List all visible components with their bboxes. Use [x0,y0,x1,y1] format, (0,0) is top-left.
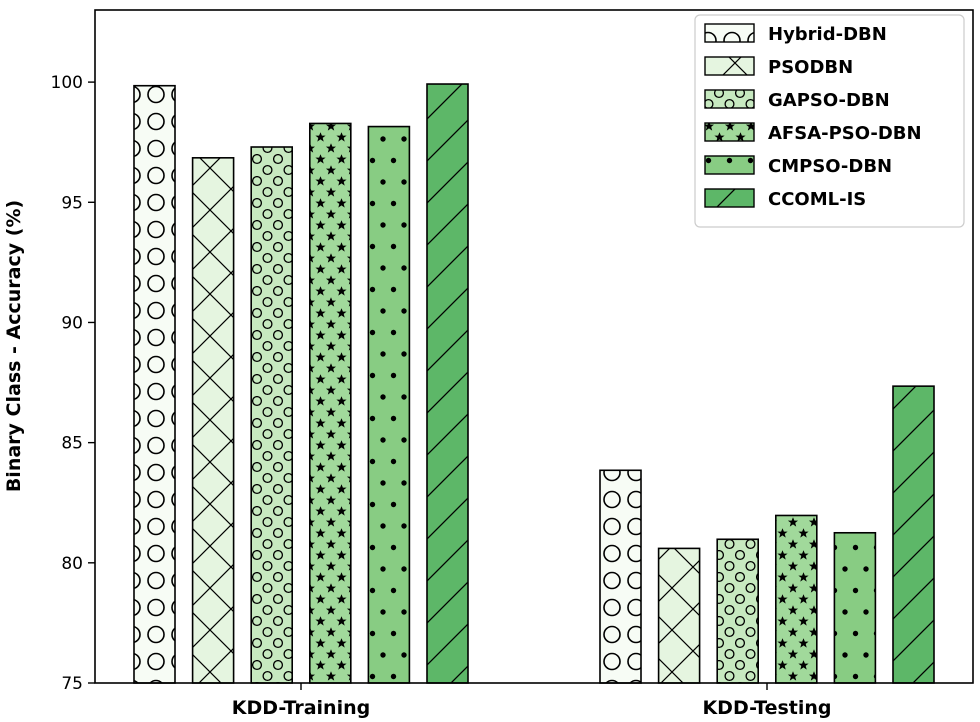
legend-label-cmpso-dbn: CMPSO-DBN [768,156,892,177]
legend-label-psodbn: PSODBN [768,57,853,78]
legend-label-hybrid-dbn: Hybrid-DBN [768,24,887,45]
legend-label-ccoml-is: CCOML-IS [768,189,866,210]
bar-hybrid-dbn-kdd-testing-hatch [599,469,642,684]
y-tick-label-80: 80 [61,554,83,574]
plot-frame [94,9,974,684]
y-tick-label-90: 90 [61,313,83,333]
y-tick-label-85: 85 [61,434,83,454]
y-axis-label: Binary Class - Accuracy (%) [3,200,25,492]
bars-group [133,83,935,684]
legend-label-gapso-dbn: GAPSO-DBN [768,90,890,111]
bar-afsa-pso-dbn-kdd-training-hatch [308,122,352,684]
x-tick-label-kdd-testing: KDD-Testing [702,697,831,719]
y-axis: 75 80 85 90 95 100 [51,73,95,694]
legend-swatch-gapso-dbn-hatch [704,89,755,109]
bar-cmpso-dbn-kdd-training-hatch [367,125,411,684]
legend-label-afsa-pso-dbn: AFSA-PSO-DBN [768,123,922,144]
legend-swatch-cmpso-dbn-hatch [704,155,755,175]
legend: Hybrid-DBN PSODBN GAPSO-DBN AFSA-PSO-DBN CMP… [694,14,965,228]
legend-swatch-hybrid-dbn-hatch [704,23,755,43]
legend-frame [694,14,965,228]
bar-afsa-pso-dbn-kdd-testing-hatch [774,514,818,684]
x-axis: KDD-Training KDD-Testing [232,683,832,719]
bar-psodbn-kdd-training-hatch [191,157,235,684]
bar-ccoml-is-kdd-testing-hatch [892,385,935,684]
legend-swatch-ccoml-is-hatch [704,188,755,208]
bar-ccoml-is-kdd-training-hatch [426,83,469,684]
bar-psodbn-kdd-testing-hatch [657,547,701,684]
bar-gapso-dbn-kdd-testing-hatch [716,538,760,684]
bar-hybrid-dbn-kdd-training-hatch [133,84,176,684]
bar-gapso-dbn-kdd-training-hatch [250,146,293,684]
x-tick-label-kdd-training: KDD-Training [232,697,370,719]
y-tick-label-100: 100 [51,73,83,93]
legend-swatch-afsa-pso-dbn-hatch [704,122,755,142]
y-tick-label-75: 75 [61,674,83,694]
bar-cmpso-dbn-kdd-testing-hatch [833,531,877,684]
y-tick-label-95: 95 [61,193,83,213]
legend-swatch-psodbn-hatch [704,56,755,76]
